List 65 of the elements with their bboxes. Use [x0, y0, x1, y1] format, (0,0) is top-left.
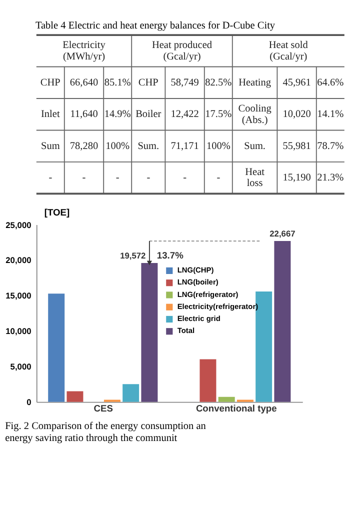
text: Sum.: [138, 140, 160, 152]
text: 58,749: [170, 77, 199, 88]
legend-label: Total: [177, 326, 195, 336]
text: 11,640: [70, 109, 98, 120]
text: 12,422: [170, 109, 199, 120]
x-tick-label: Conventional type: [196, 404, 277, 414]
text: 15,190: [282, 172, 311, 184]
text: -: [48, 172, 52, 184]
category-label: Heat sold (Gcal/yr): [268, 40, 308, 62]
text: 14.1%: [317, 109, 344, 120]
bar: [218, 396, 235, 402]
text: 78,280: [70, 140, 98, 152]
bar: [48, 294, 65, 402]
text: Sum: [40, 140, 60, 152]
y-axis-title: [TOE]: [44, 208, 70, 218]
text: 55,981: [282, 140, 311, 152]
bar: [122, 384, 140, 402]
text: 64.6%: [317, 77, 344, 88]
bar: [274, 241, 291, 402]
category-label: Heat produced (Gcal/yr): [152, 40, 212, 62]
text: -: [116, 172, 120, 184]
text: -: [82, 172, 86, 184]
text: Inlet: [41, 109, 60, 120]
text: 100%: [106, 140, 130, 152]
text: 14.9%: [104, 109, 131, 120]
text: CHP: [40, 77, 60, 88]
y-tick-label: 25,000: [6, 220, 32, 230]
text: 71,171: [170, 140, 199, 152]
y-tick-label: 0: [26, 397, 32, 408]
legend-label: LNG(refrigerator): [177, 290, 239, 299]
y-tick-label: 20,000: [6, 255, 32, 266]
annotation: 13.7%: [156, 250, 184, 261]
bar: [200, 359, 216, 402]
text: Heat loss: [245, 167, 264, 190]
caption: Fig. 2 Comparison of the energy consumption an energy saving ratio through the communit: [5, 420, 206, 444]
category-label: Electricity (MWh/yr): [62, 40, 106, 62]
legend-label: LNG(boiler): [177, 278, 219, 287]
text: 78.7%: [317, 140, 344, 152]
data-label: 22,667: [270, 228, 296, 238]
y-tick-label: 5,000: [10, 362, 32, 372]
x-tick-label: CES: [94, 404, 113, 414]
text: 85.1%: [104, 77, 131, 88]
text: Heating: [238, 77, 272, 88]
text: -: [146, 172, 150, 184]
text: 17.5%: [205, 109, 232, 120]
bar: [141, 263, 158, 402]
text: -: [216, 172, 220, 184]
text: Sum.: [244, 140, 266, 152]
text: Cooling (Abs.): [238, 104, 272, 126]
text: 82.5%: [205, 77, 232, 88]
text: 21.3%: [317, 172, 344, 184]
text: Boiler: [136, 109, 162, 120]
data-label: 19,572: [120, 250, 146, 260]
y-tick-label: 15,000: [6, 290, 32, 301]
text: CHP: [138, 77, 158, 88]
text: 66,640: [70, 77, 98, 88]
legend-label: LNG(CHP): [177, 266, 214, 275]
text: 100%: [206, 140, 230, 152]
y-tick-label: 10,000: [6, 326, 32, 336]
legend-label: Electric grid: [177, 314, 221, 324]
text: Table 4 Electric and heat energy balances for D-Cube City: [35, 20, 276, 32]
text: 45,961: [282, 77, 311, 88]
bar: [66, 391, 84, 402]
text: -: [183, 172, 187, 184]
text: 10,020: [282, 109, 311, 120]
